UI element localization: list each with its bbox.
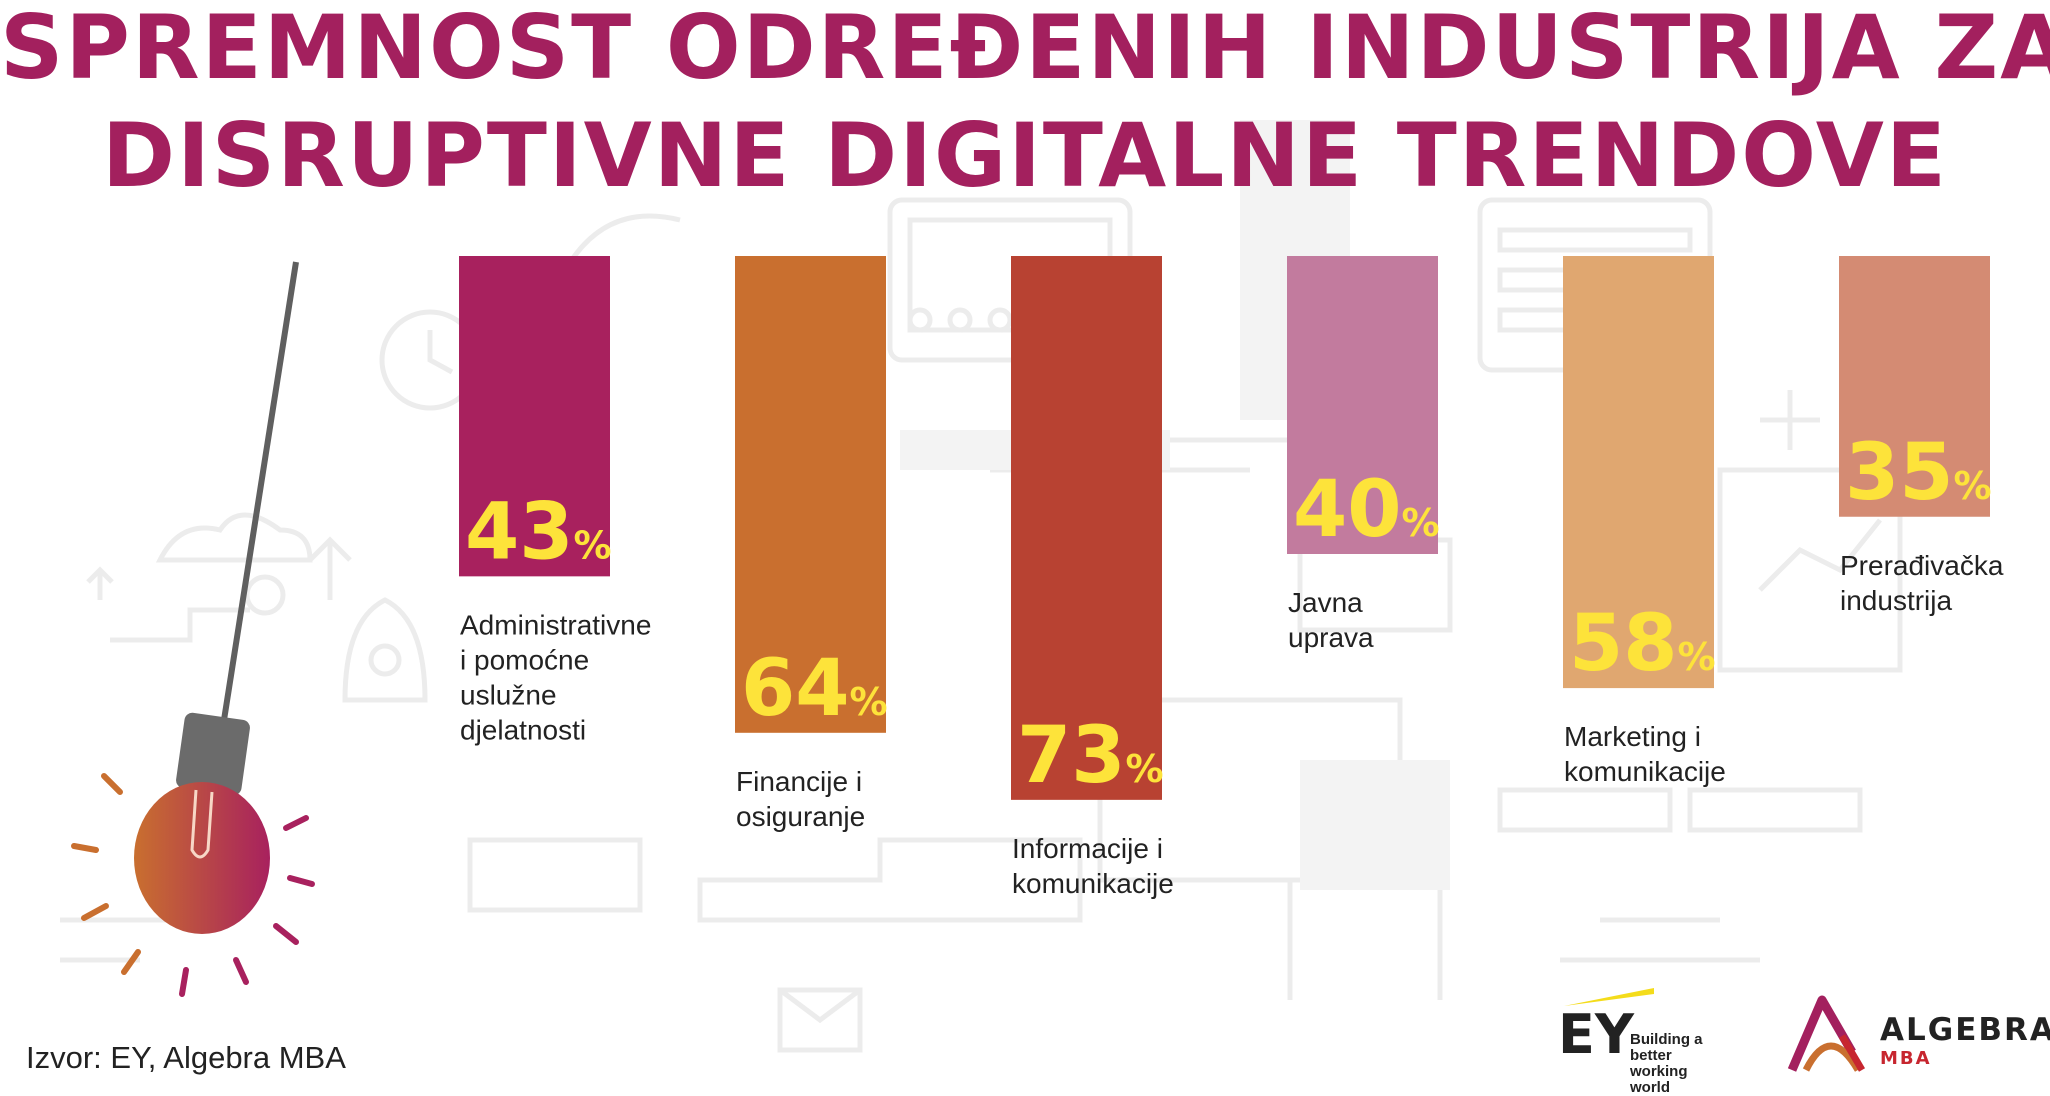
algebra-logo-name: ALGEBRA xyxy=(1880,1012,2050,1048)
category-label-1: Financije i osiguranje xyxy=(736,766,865,832)
ey-logo: EY Building a better working world xyxy=(1558,988,1728,1096)
bar-4 xyxy=(1563,256,1714,689)
bar-group-4: 58% Marketing i komunikacije xyxy=(1563,256,1726,787)
category-label-3: Javna uprava xyxy=(1288,587,1374,653)
bar-value-label-0: 43% xyxy=(465,487,612,577)
bar-value-label-2: 73% xyxy=(1017,711,1164,801)
bar-0 xyxy=(459,256,610,577)
chart-title-line-1: SPREMNOST ODREĐENIH INDUSTRIJA ZA xyxy=(0,0,2050,99)
category-label-4: Marketing i komunikacije xyxy=(1564,721,1726,787)
bar-group-3: 40% Javna uprava xyxy=(1287,256,1440,653)
bar-value-label-1: 64% xyxy=(741,644,888,734)
bar-group-1: 64% Financije i osiguranje xyxy=(735,256,888,832)
source-note: Izvor: EY, Algebra MBA xyxy=(26,1040,346,1075)
bar-1 xyxy=(735,256,886,733)
bar-3 xyxy=(1287,256,1438,554)
algebra-logo: ALGEBRA MBA xyxy=(1782,992,2050,1078)
algebra-logo-icon xyxy=(1787,995,1866,1072)
category-label-5: Prerađivačka industrija xyxy=(1840,550,2004,616)
bar-group-0: 43% Administrativne i pomoćne uslužne djelat… xyxy=(459,256,651,745)
bar-group-2: 73% Informacije i komunikacije xyxy=(1011,256,1174,899)
bar-group-5: 35% Prerađivačka industrija xyxy=(1839,256,2004,616)
light-bulb-icon xyxy=(71,261,315,997)
bar-value-label-4: 58% xyxy=(1569,599,1716,689)
bar-value-label-3: 40% xyxy=(1293,465,1440,555)
bar-2 xyxy=(1011,256,1162,800)
ey-logo-slash-icon xyxy=(1564,988,1654,1006)
bar-value-label-5: 35% xyxy=(1845,428,1992,518)
bar-5 xyxy=(1839,256,1990,517)
ey-logo-mark: EY xyxy=(1558,1003,1634,1066)
algebra-logo-subtitle: MBA xyxy=(1880,1048,1932,1069)
category-label-2: Informacije i komunikacije xyxy=(1012,833,1174,899)
chart-title-line-2: DISRUPTIVNE DIGITALNE TRENDOVE xyxy=(102,104,1948,207)
category-label-0: Administrativne i pomoćne uslužne djelatnos… xyxy=(460,609,651,745)
ey-logo-tagline: Building a better working world xyxy=(1630,1031,1703,1096)
